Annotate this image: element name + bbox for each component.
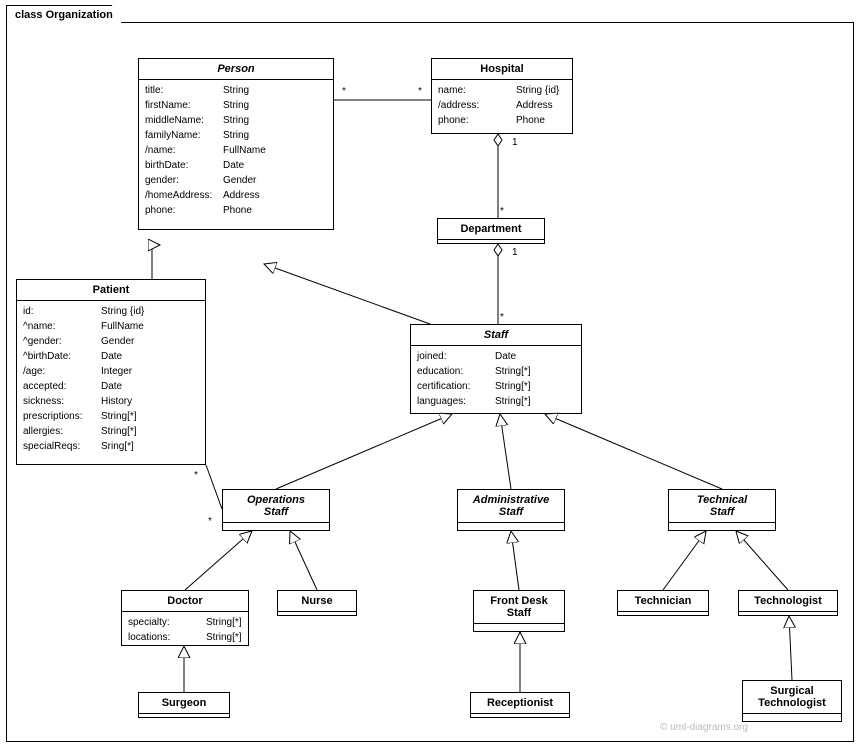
class-surgeon: Surgeon: [138, 692, 230, 718]
class-nurse: Nurse: [277, 590, 357, 616]
class-department: Department: [437, 218, 545, 244]
class-title: SurgicalTechnologist: [743, 681, 841, 714]
multiplicity: *: [342, 86, 346, 97]
class-person: Persontitle:StringfirstName:Stringmiddle…: [138, 58, 334, 230]
class-frontdesk: Front DeskStaff: [473, 590, 565, 632]
class-attrs: name:String {id}/address:Addressphone:Ph…: [432, 80, 572, 131]
class-patient: Patientid:String {id}^name:FullName^gend…: [16, 279, 206, 465]
class-title: Technologist: [739, 591, 837, 612]
class-title: Person: [139, 59, 333, 80]
class-surgtech: SurgicalTechnologist: [742, 680, 842, 722]
multiplicity: *: [208, 516, 212, 527]
class-title: OperationsStaff: [223, 490, 329, 523]
class-title: Department: [438, 219, 544, 240]
class-title: Nurse: [278, 591, 356, 612]
multiplicity: *: [500, 312, 504, 323]
class-technologist: Technologist: [738, 590, 838, 616]
class-title: Receptionist: [471, 693, 569, 714]
multiplicity: *: [194, 470, 198, 481]
class-title: TechnicalStaff: [669, 490, 775, 523]
multiplicity: 1: [512, 247, 518, 258]
class-opstaff: OperationsStaff: [222, 489, 330, 531]
class-attrs: joined:Dateeducation:String[*]certificat…: [411, 346, 581, 412]
class-attrs: title:StringfirstName:StringmiddleName:S…: [139, 80, 333, 221]
watermark: © uml-diagrams.org: [660, 722, 748, 733]
multiplicity: 1: [512, 137, 518, 148]
class-doctor: Doctorspecialty:String[*]locations:Strin…: [121, 590, 249, 646]
class-attrs: specialty:String[*]locations:String[*]: [122, 612, 248, 648]
class-title: Front DeskStaff: [474, 591, 564, 624]
class-title: Patient: [17, 280, 205, 301]
class-technician: Technician: [617, 590, 709, 616]
package-tab: class Organization: [6, 5, 122, 23]
class-hospital: Hospitalname:String {id}/address:Address…: [431, 58, 573, 134]
uml-diagram: class Organization Persontitle:Stringfir…: [0, 0, 860, 747]
class-title: AdministrativeStaff: [458, 490, 564, 523]
class-title: Surgeon: [139, 693, 229, 714]
class-staff: Staffjoined:Dateeducation:String[*]certi…: [410, 324, 582, 414]
class-receptionist: Receptionist: [470, 692, 570, 718]
class-attrs: id:String {id}^name:FullName^gender:Gend…: [17, 301, 205, 457]
class-title: Staff: [411, 325, 581, 346]
class-title: Technician: [618, 591, 708, 612]
class-title: Hospital: [432, 59, 572, 80]
class-title: Doctor: [122, 591, 248, 612]
class-techstaff: TechnicalStaff: [668, 489, 776, 531]
multiplicity: *: [418, 86, 422, 97]
class-adminstaff: AdministrativeStaff: [457, 489, 565, 531]
multiplicity: *: [500, 206, 504, 217]
